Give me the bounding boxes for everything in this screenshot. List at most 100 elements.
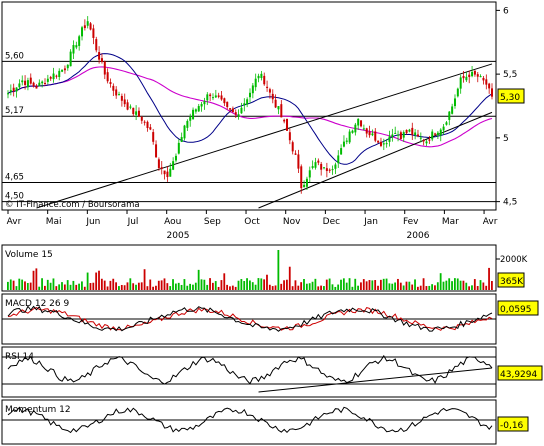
volume-bar <box>357 285 359 290</box>
candle-body <box>337 155 340 164</box>
volume-last-badge <box>497 272 525 288</box>
candle-body <box>194 109 197 112</box>
candle-body <box>58 70 61 77</box>
candle-body <box>229 108 232 110</box>
candle-body <box>371 133 374 136</box>
candle-body <box>391 134 394 138</box>
candle-body <box>459 77 462 89</box>
momentum-title: Momentum 12 <box>5 405 71 415</box>
moving-average-long <box>7 66 493 148</box>
volume-bar <box>360 282 362 290</box>
candle-body <box>473 70 476 75</box>
trend-line <box>36 63 493 209</box>
candle-body <box>305 178 308 187</box>
candle-body <box>399 132 402 140</box>
candle-body <box>365 128 368 134</box>
candle-body <box>434 133 437 135</box>
candle-body <box>485 79 488 85</box>
candle-body <box>323 167 326 169</box>
volume-bar <box>146 286 149 290</box>
month-label: Avr <box>7 217 22 227</box>
candle-body <box>83 25 86 29</box>
volume-bar <box>325 279 328 290</box>
momentum-last-label: -0,16 <box>500 421 524 431</box>
candle-body <box>416 134 419 137</box>
volume-bar <box>491 281 493 290</box>
candle-body <box>266 86 269 88</box>
volume-bar <box>377 285 379 290</box>
macd-line <box>7 305 493 332</box>
volume-bar <box>106 286 109 290</box>
volume-bar <box>100 278 103 290</box>
momentum-last-badge <box>497 416 529 432</box>
candle-body <box>251 85 254 94</box>
candle-body <box>328 169 331 171</box>
volume-bar <box>263 279 266 290</box>
volume-bar <box>58 284 61 290</box>
candle-body <box>155 144 158 158</box>
month-label: Oct <box>244 217 260 227</box>
candle-body <box>479 76 482 78</box>
volume-bar <box>234 286 237 290</box>
volume-bar <box>451 281 453 290</box>
candle-body <box>488 83 491 89</box>
volume-bar <box>268 284 271 290</box>
candle-body <box>491 88 493 97</box>
volume-bar <box>448 278 451 290</box>
volume-bar <box>69 284 72 290</box>
candle-body <box>217 95 220 97</box>
candle-body <box>397 134 400 136</box>
volume-bar <box>434 285 436 290</box>
month-label: Mai <box>46 217 62 227</box>
month-label: Dec <box>323 217 340 227</box>
candle-body <box>106 72 109 82</box>
volume-bar <box>308 283 311 290</box>
candle-body <box>237 114 240 117</box>
month-label: Aou <box>164 217 181 227</box>
volume-bar <box>431 284 434 290</box>
candle-body <box>231 108 234 113</box>
candle-body <box>360 120 363 127</box>
candle-body <box>462 76 465 79</box>
volume-bar <box>371 280 374 290</box>
candle-body <box>192 109 195 120</box>
candle-body <box>408 129 411 132</box>
candle-body <box>468 74 471 78</box>
candle-body <box>260 73 263 78</box>
volume-bar <box>66 280 69 290</box>
volume-bar <box>211 282 214 290</box>
volume-bar <box>129 278 132 290</box>
month-label: Fev <box>403 217 419 227</box>
candle-body <box>340 148 343 155</box>
candle-body <box>402 132 405 138</box>
volume-bar <box>476 286 479 290</box>
candle-body <box>137 110 140 117</box>
volume-bar <box>334 286 337 290</box>
candle-body <box>476 74 479 77</box>
volume-bar <box>340 279 342 290</box>
candle-body <box>294 153 297 155</box>
candle-body <box>55 75 58 77</box>
candle-body <box>471 71 474 77</box>
volume-bar <box>337 284 340 290</box>
volume-bar <box>283 280 285 290</box>
volume-last-label: 365K <box>500 277 524 287</box>
year-label: 2006 <box>407 231 430 241</box>
rsi-panel <box>1 346 497 398</box>
volume-bar <box>240 279 243 290</box>
volume-bar <box>297 285 300 290</box>
year-label: 2005 <box>167 231 190 241</box>
candle-body <box>86 21 89 26</box>
candle-body <box>263 75 266 85</box>
volume-bar <box>226 284 229 290</box>
volume-bar <box>379 279 382 290</box>
price-level-label: 4,50 <box>5 192 24 202</box>
volume-bar <box>38 286 41 290</box>
candle-body <box>271 93 274 100</box>
candle-body <box>140 116 143 121</box>
volume-bar <box>399 282 402 290</box>
volume-bar <box>72 280 75 290</box>
candle-body <box>211 97 214 99</box>
volume-bar <box>140 282 143 290</box>
